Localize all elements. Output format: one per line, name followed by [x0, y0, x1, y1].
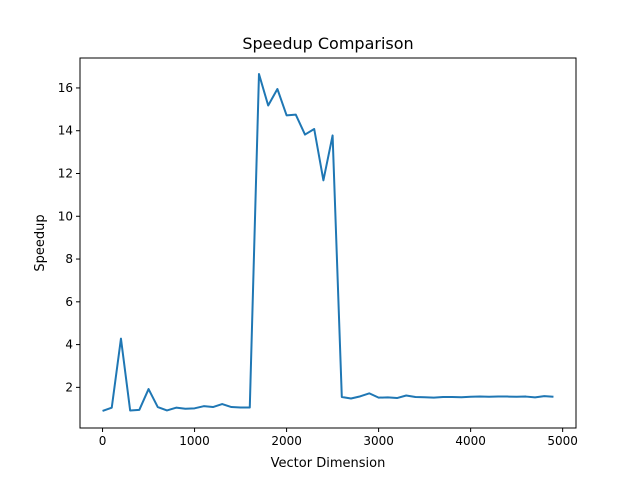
series-layer — [102, 73, 554, 412]
series-line — [102, 73, 554, 412]
plot-area — [79, 57, 577, 429]
x-axis: 0 1000 2000 3000 4000 5000 — [99, 428, 578, 448]
y-tick-label: 16 — [58, 81, 73, 95]
x-tick-label: 3000 — [363, 434, 394, 448]
y-tick-label: 2 — [65, 380, 73, 394]
x-axis-label: Vector Dimension — [271, 456, 386, 471]
x-tick-label: 4000 — [455, 434, 486, 448]
x-tick-label: 0 — [99, 434, 107, 448]
y-axis-label: Speedup — [33, 214, 48, 271]
x-tick-label: 5000 — [547, 434, 578, 448]
chart-title: Speedup Comparison — [242, 34, 413, 53]
y-tick-label: 12 — [58, 166, 73, 180]
x-tick-label: 1000 — [179, 434, 210, 448]
y-tick-label: 14 — [58, 124, 73, 138]
y-tick-label: 6 — [65, 295, 73, 309]
y-tick-label: 4 — [65, 338, 73, 352]
y-axis: 2 4 6 8 10 12 14 16 — [58, 81, 80, 394]
y-tick-label: 10 — [58, 209, 73, 223]
x-tick-label: 2000 — [271, 434, 302, 448]
y-tick-label: 8 — [65, 252, 73, 266]
